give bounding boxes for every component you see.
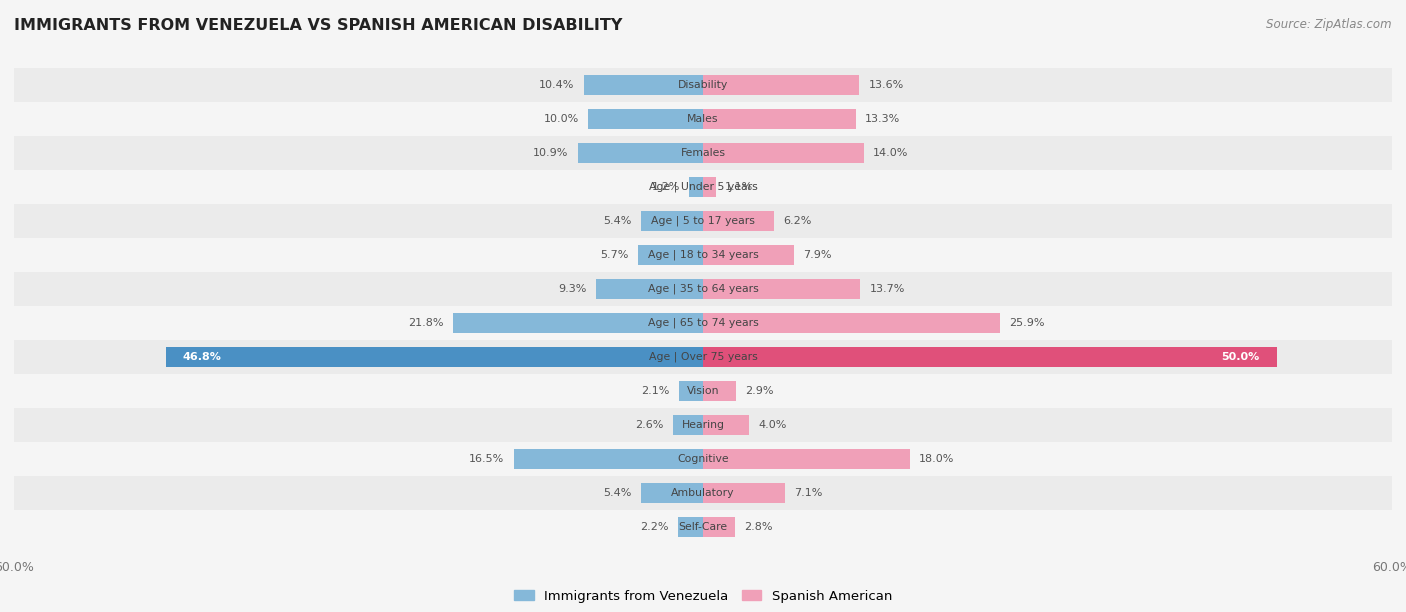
Text: 9.3%: 9.3% xyxy=(558,284,588,294)
Bar xyxy=(703,313,1001,333)
Bar xyxy=(166,347,703,367)
Text: Age | Over 75 years: Age | Over 75 years xyxy=(648,352,758,362)
Text: 1.2%: 1.2% xyxy=(651,182,681,192)
Bar xyxy=(14,68,1392,102)
Bar xyxy=(678,517,703,537)
Text: 46.8%: 46.8% xyxy=(183,352,222,362)
Text: 13.3%: 13.3% xyxy=(865,114,900,124)
Bar xyxy=(14,170,1392,204)
Text: 4.0%: 4.0% xyxy=(758,420,786,430)
Bar xyxy=(703,415,749,435)
Bar xyxy=(14,238,1392,272)
Text: 14.0%: 14.0% xyxy=(873,148,908,158)
Text: Ambulatory: Ambulatory xyxy=(671,488,735,498)
Bar xyxy=(14,408,1392,442)
Text: Males: Males xyxy=(688,114,718,124)
Text: 21.8%: 21.8% xyxy=(408,318,443,328)
Text: 18.0%: 18.0% xyxy=(920,454,955,464)
Text: Age | Under 5 years: Age | Under 5 years xyxy=(648,182,758,192)
Bar xyxy=(703,517,735,537)
Text: 2.9%: 2.9% xyxy=(745,386,773,396)
Text: 2.1%: 2.1% xyxy=(641,386,669,396)
Text: 10.4%: 10.4% xyxy=(538,80,575,90)
Text: 7.9%: 7.9% xyxy=(803,250,831,260)
Bar xyxy=(453,313,703,333)
Text: Cognitive: Cognitive xyxy=(678,454,728,464)
Text: Self-Care: Self-Care xyxy=(679,522,727,532)
Text: Hearing: Hearing xyxy=(682,420,724,430)
Bar xyxy=(14,510,1392,544)
Text: IMMIGRANTS FROM VENEZUELA VS SPANISH AMERICAN DISABILITY: IMMIGRANTS FROM VENEZUELA VS SPANISH AME… xyxy=(14,18,623,34)
Bar xyxy=(703,143,863,163)
Bar xyxy=(583,75,703,95)
Text: Age | 18 to 34 years: Age | 18 to 34 years xyxy=(648,250,758,260)
Text: 13.7%: 13.7% xyxy=(869,284,905,294)
Bar xyxy=(703,177,716,197)
Bar xyxy=(14,340,1392,374)
Text: 10.0%: 10.0% xyxy=(544,114,579,124)
Text: 5.7%: 5.7% xyxy=(600,250,628,260)
Text: 5.4%: 5.4% xyxy=(603,216,631,226)
Bar xyxy=(703,245,794,265)
Bar xyxy=(641,211,703,231)
Text: 50.0%: 50.0% xyxy=(1222,352,1260,362)
Text: Vision: Vision xyxy=(686,386,720,396)
Text: Source: ZipAtlas.com: Source: ZipAtlas.com xyxy=(1267,18,1392,31)
Text: Age | 5 to 17 years: Age | 5 to 17 years xyxy=(651,216,755,226)
Bar xyxy=(578,143,703,163)
Bar xyxy=(703,279,860,299)
Text: 1.1%: 1.1% xyxy=(725,182,754,192)
Bar xyxy=(14,374,1392,408)
Bar xyxy=(703,75,859,95)
Text: Females: Females xyxy=(681,148,725,158)
Bar xyxy=(689,177,703,197)
Bar xyxy=(703,109,856,129)
Legend: Immigrants from Venezuela, Spanish American: Immigrants from Venezuela, Spanish Ameri… xyxy=(509,584,897,608)
Text: 2.2%: 2.2% xyxy=(640,522,669,532)
Bar xyxy=(703,449,910,469)
Bar xyxy=(14,272,1392,306)
Bar xyxy=(14,306,1392,340)
Text: 5.4%: 5.4% xyxy=(603,488,631,498)
Bar xyxy=(703,381,737,401)
Text: 16.5%: 16.5% xyxy=(470,454,505,464)
Bar xyxy=(14,442,1392,476)
Text: 10.9%: 10.9% xyxy=(533,148,568,158)
Text: 6.2%: 6.2% xyxy=(783,216,811,226)
Text: 2.6%: 2.6% xyxy=(636,420,664,430)
Bar xyxy=(513,449,703,469)
Text: 13.6%: 13.6% xyxy=(869,80,904,90)
Bar xyxy=(14,476,1392,510)
Bar xyxy=(703,483,785,503)
Bar xyxy=(641,483,703,503)
Bar xyxy=(14,204,1392,238)
Text: Age | 65 to 74 years: Age | 65 to 74 years xyxy=(648,318,758,328)
Text: 2.8%: 2.8% xyxy=(744,522,773,532)
Bar xyxy=(679,381,703,401)
Text: 25.9%: 25.9% xyxy=(1010,318,1045,328)
Bar xyxy=(588,109,703,129)
Bar xyxy=(14,136,1392,170)
Text: 7.1%: 7.1% xyxy=(794,488,823,498)
Bar xyxy=(637,245,703,265)
Bar xyxy=(703,347,1277,367)
Bar xyxy=(596,279,703,299)
Bar xyxy=(673,415,703,435)
Bar xyxy=(703,211,775,231)
Text: Disability: Disability xyxy=(678,80,728,90)
Bar xyxy=(14,102,1392,136)
Text: Age | 35 to 64 years: Age | 35 to 64 years xyxy=(648,284,758,294)
